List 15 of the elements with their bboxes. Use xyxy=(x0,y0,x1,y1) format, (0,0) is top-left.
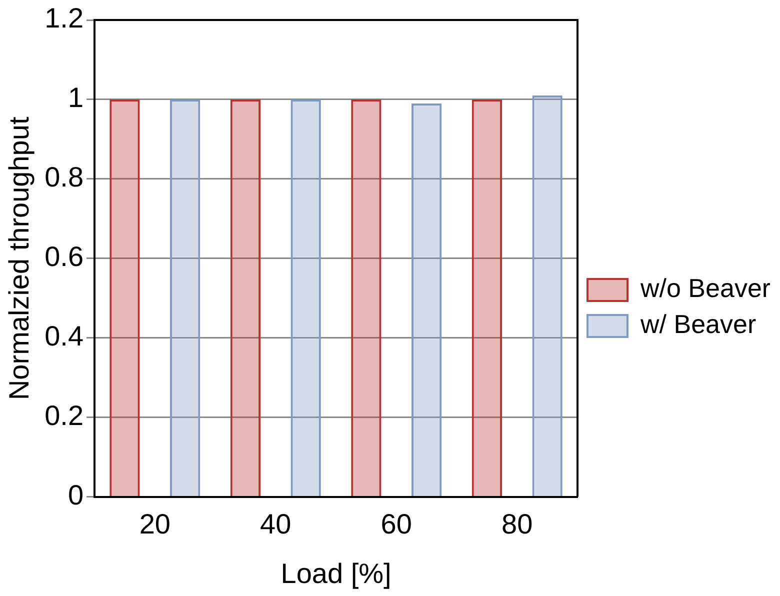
y-tick-label: 1 xyxy=(68,82,84,114)
y-axis-title: Normalzied throughput xyxy=(4,116,35,400)
y-tick-label: 0.2 xyxy=(44,400,84,432)
y-tick-label: 0.6 xyxy=(44,241,84,272)
x-axis-title: Load [%] xyxy=(280,558,392,589)
y-tick-label: 0 xyxy=(68,480,84,511)
legend-label: w/ Beaver xyxy=(640,309,756,340)
y-tick-label: 1.2 xyxy=(44,2,84,34)
x-tick-label: 60 xyxy=(380,508,412,540)
x-tick-label: 80 xyxy=(502,508,533,540)
legend-label: w/o Beaver xyxy=(640,273,771,304)
x-tick-label: 20 xyxy=(139,508,170,540)
x-tick-label: 40 xyxy=(260,508,292,540)
y-tick-label: 0.8 xyxy=(44,162,84,193)
y-tick-label: 0.4 xyxy=(44,320,84,352)
